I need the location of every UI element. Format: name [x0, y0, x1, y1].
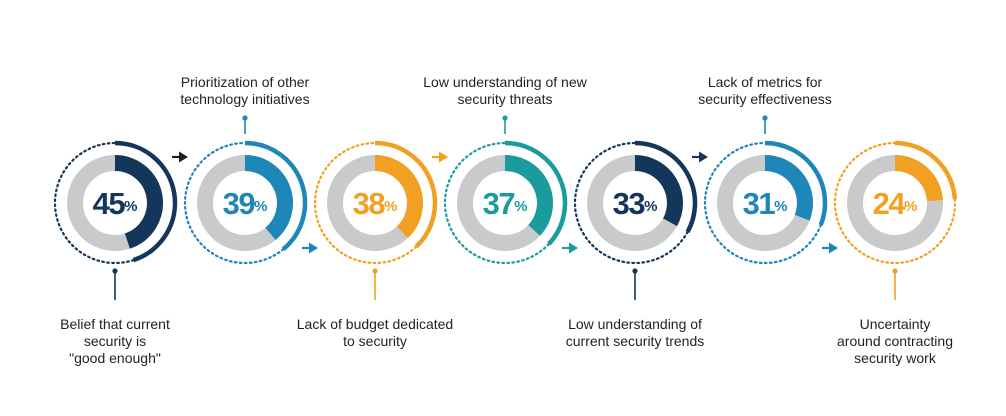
outer-solid-arc-0: [114, 140, 178, 263]
category-label-2-line-1: to security: [343, 333, 407, 349]
category-label-4: Low understanding of current security tre…: [540, 316, 730, 350]
outer-dotted-ring-4: [573, 141, 689, 265]
percent-label-0: 45%: [93, 186, 138, 221]
percent-sign-3: %: [514, 198, 527, 215]
percent-value-4: 33: [613, 186, 646, 221]
percent-value-0: 45: [93, 186, 126, 221]
category-label-0: Belief that current security is "good enou…: [20, 316, 210, 367]
flow-arrow-2-head: [439, 151, 448, 163]
percent-label-1: 39%: [223, 186, 268, 221]
connector-dot-3: [502, 115, 508, 121]
percent-value-1: 39: [223, 186, 256, 221]
outer-solid-arc-3: [504, 140, 568, 246]
donut-slice-2: [374, 155, 423, 238]
percent-label-2: 38%: [353, 186, 398, 221]
category-label-6: Uncertainty around contracting security wo…: [800, 316, 990, 367]
flow-arrow-1-head: [309, 242, 318, 254]
category-label-4-line-0: Low understanding of: [568, 316, 702, 332]
connector-dot-6: [892, 268, 898, 274]
donut-slice-4: [634, 155, 683, 227]
outer-solid-arc-6: [894, 140, 958, 200]
outer-dotted-ring-0: [53, 141, 135, 265]
outer-dotted-ring-3: [443, 141, 550, 265]
category-label-0-line-2: "good enough": [69, 350, 161, 366]
outer-dotted-ring-6: [833, 141, 957, 265]
percent-label-6: 24%: [873, 186, 918, 221]
category-label-1: Prioritization of other technology initia…: [150, 74, 340, 108]
outer-dotted-ring-2: [313, 141, 418, 265]
category-label-6-line-0: Uncertainty: [859, 316, 931, 332]
outer-dotted-ring-5: [703, 141, 822, 265]
connector-dot-1: [242, 115, 248, 121]
percent-sign-0: %: [124, 198, 137, 215]
percent-label-4: 33%: [613, 186, 658, 221]
percent-value-6: 24: [873, 186, 907, 221]
percent-sign-6: %: [904, 198, 917, 215]
category-label-2: Lack of budget dedicated to security: [280, 316, 470, 350]
connector-dot-0: [112, 268, 118, 274]
percent-value-5: 31: [743, 186, 776, 221]
category-label-5: Lack of metrics for security effectivenes…: [670, 74, 860, 108]
category-label-1-line-0: Prioritization of other: [180, 74, 310, 90]
donut-slice-1: [244, 155, 293, 240]
flow-arrow-5-head: [829, 242, 838, 254]
category-label-5-line-1: security effectiveness: [698, 91, 832, 107]
donut-slice-0: [114, 155, 163, 249]
percent-value-2: 38: [353, 186, 386, 221]
connector-dot-4: [632, 268, 638, 274]
category-label-3: Low understanding of new security threats: [410, 74, 600, 108]
category-label-4-line-1: current security trends: [565, 333, 705, 349]
percent-sign-4: %: [644, 198, 657, 215]
percent-sign-5: %: [774, 198, 787, 215]
outer-solid-arc-1: [244, 140, 308, 251]
flow-arrow-0-head: [179, 151, 188, 163]
category-label-0-line-0: Belief that current: [60, 316, 170, 332]
category-label-2-line-0: Lack of budget dedicated: [296, 316, 454, 332]
category-label-3-line-0: Low understanding of new: [423, 74, 587, 90]
connector-dot-2: [372, 268, 378, 274]
percent-label-3: 37%: [483, 186, 528, 221]
donut-slice-5: [764, 155, 813, 221]
category-label-5-line-0: Lack of metrics for: [707, 74, 823, 90]
outer-dotted-ring-1: [183, 141, 285, 265]
outer-solid-arc-5: [764, 140, 828, 226]
category-label-1-line-1: technology initiatives: [180, 91, 310, 107]
category-label-0-line-1: security is: [83, 333, 147, 349]
percent-value-3: 37: [483, 186, 515, 221]
flow-arrow-3-head: [569, 242, 578, 254]
outer-solid-arc-4: [634, 140, 698, 233]
percent-sign-2: %: [384, 198, 397, 215]
category-label-6-line-1: around contracting: [837, 333, 953, 349]
connector-dot-5: [762, 115, 768, 121]
flow-arrow-4-head: [699, 151, 708, 163]
donut-slice-3: [504, 155, 553, 236]
percent-label-5: 31%: [743, 186, 788, 221]
outer-solid-arc-2: [374, 140, 438, 249]
percent-sign-1: %: [254, 198, 267, 215]
category-label-3-line-1: security threats: [457, 91, 553, 107]
category-label-6-line-2: security work: [854, 350, 936, 366]
donut-slice-6: [894, 155, 943, 202]
